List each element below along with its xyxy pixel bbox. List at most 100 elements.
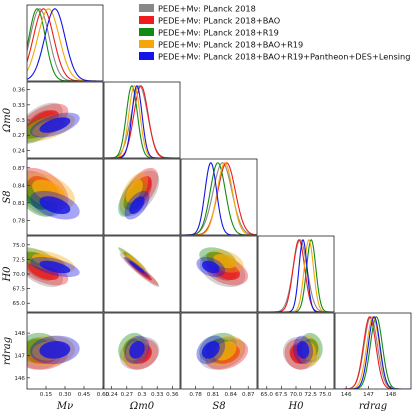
x-axis-label-Om: Ωm0 bbox=[129, 401, 155, 412]
marginal-curve-series-1 bbox=[104, 85, 180, 158]
marginal-panel-Om bbox=[104, 85, 180, 158]
marginal-curve-series-4 bbox=[181, 162, 257, 235]
contour-panel-H0-vs-S8 bbox=[196, 247, 249, 288]
contour-panel-rd-vs-Mnu bbox=[27, 332, 80, 370]
contour-panel-Om-vs-Mnu bbox=[27, 102, 80, 144]
contour-panel-H0-vs-Mnu bbox=[27, 247, 80, 288]
marginal-curve-series-1 bbox=[27, 8, 103, 81]
y-tick-label: 75.0 bbox=[13, 243, 26, 249]
y-tick-label: 0.78 bbox=[13, 218, 26, 224]
marginal-curve-series-4 bbox=[27, 8, 103, 81]
contour-panel-S8-vs-Mnu bbox=[27, 167, 80, 220]
legend-swatch-0 bbox=[139, 4, 154, 12]
x-tick-label: 0.84 bbox=[224, 392, 237, 398]
panel-frame bbox=[180, 312, 258, 390]
legend: PEDE+Mν: PLanck 2018 PEDE+Mν: PLanck 2018… bbox=[139, 4, 410, 62]
legend-label-2: PEDE+Mν: PLanck 2018+R19 bbox=[158, 28, 279, 38]
contour-68-series-4 bbox=[129, 196, 145, 215]
marginal-panel-H0 bbox=[258, 238, 334, 312]
y-tick-label: 0.33 bbox=[13, 103, 26, 109]
panel-frame bbox=[103, 235, 181, 313]
legend-label-3: PEDE+Mν: PLanck 2018+BAO+R19 bbox=[158, 40, 303, 50]
y-axis-label-H0: H0 bbox=[2, 266, 13, 283]
y-tick-label: 70.0 bbox=[13, 272, 26, 278]
contour-panel-rd-vs-H0 bbox=[282, 332, 323, 370]
marginal-curve-series-2 bbox=[27, 8, 103, 81]
marginal-panel-Mnu bbox=[27, 8, 103, 81]
marginal-curve-series-3 bbox=[181, 162, 257, 235]
contour-68-series-4 bbox=[39, 260, 71, 274]
x-tick-label: 72.5 bbox=[304, 392, 317, 398]
legend-label-1: PEDE+Mν: PLanck 2018+BAO bbox=[158, 16, 280, 26]
panel-frame bbox=[180, 235, 258, 313]
contour-68-series-4 bbox=[129, 341, 145, 359]
marginal-curve-series-2 bbox=[335, 316, 411, 389]
panel-frame bbox=[334, 312, 412, 390]
panel-frame bbox=[257, 235, 335, 313]
panel-frame bbox=[103, 81, 181, 159]
contour-68-series-4 bbox=[39, 117, 71, 133]
x-tick-label: 0.87 bbox=[242, 392, 255, 398]
contour-68-series-3 bbox=[125, 254, 143, 269]
x-tick-label: 0.24 bbox=[105, 392, 118, 398]
x-axis-label-H0: H0 bbox=[287, 401, 304, 412]
x-axis-label-Mnu: Mν bbox=[56, 401, 73, 412]
legend-swatch-4 bbox=[139, 52, 154, 60]
contour-panel-rd-vs-S8 bbox=[196, 332, 249, 370]
y-axis-label-rd: rdrag bbox=[2, 337, 13, 365]
contour-panel-H0-vs-Om bbox=[118, 247, 160, 288]
y-axis-label-S8: S8 bbox=[2, 190, 13, 203]
x-tick-label: 0.45 bbox=[78, 392, 91, 398]
y-tick-label: 0.81 bbox=[13, 201, 26, 207]
contour-68-series-3 bbox=[213, 254, 237, 269]
contour-68-series-4 bbox=[201, 341, 220, 359]
x-tick-label: 70.0 bbox=[290, 392, 303, 398]
panel-frame bbox=[103, 158, 181, 236]
marginal-curve-series-2 bbox=[181, 162, 257, 235]
contour-panel-rd-vs-Om bbox=[118, 332, 160, 370]
y-tick-label: 0.3 bbox=[16, 118, 25, 124]
x-tick-label: 0.33 bbox=[151, 392, 164, 398]
legend-swatch-1 bbox=[139, 16, 154, 24]
panel-frame bbox=[180, 158, 258, 236]
marginal-curve-series-1 bbox=[258, 239, 334, 312]
x-tick-label: 0.81 bbox=[207, 392, 220, 398]
x-tick-label: 65.0 bbox=[261, 392, 274, 398]
contour-68-series-4 bbox=[39, 341, 71, 359]
panel-frame bbox=[26, 4, 104, 82]
y-tick-label: 72.5 bbox=[13, 257, 26, 263]
y-tick-label: 0.36 bbox=[13, 88, 26, 94]
marginal-curve-series-4 bbox=[104, 85, 180, 158]
y-tick-label: 0.87 bbox=[13, 166, 26, 172]
x-tick-label: 0.30 bbox=[59, 392, 72, 398]
x-axis-label-S8: S8 bbox=[212, 401, 225, 412]
panel-frame bbox=[26, 158, 104, 236]
contour-68-series-4 bbox=[39, 196, 71, 215]
marginal-curve-series-4 bbox=[258, 238, 334, 312]
y-tick-label: 0.24 bbox=[13, 148, 26, 154]
x-tick-label: 0.3 bbox=[138, 392, 147, 398]
legend-swatch-2 bbox=[139, 28, 154, 36]
y-tick-label: 65.0 bbox=[13, 301, 26, 307]
y-axis-label-Om: Ωm0 bbox=[2, 107, 13, 133]
contour-68-series-4 bbox=[129, 260, 145, 274]
y-tick-label: 0.27 bbox=[13, 133, 26, 139]
y-tick-label: 148 bbox=[14, 331, 25, 337]
contour-68-series-4 bbox=[201, 260, 220, 274]
marginal-curve-series-3 bbox=[104, 85, 180, 158]
x-axis-label-rd: rdrag bbox=[359, 401, 387, 412]
y-tick-label: 146 bbox=[14, 376, 25, 382]
marginal-curve-series-0 bbox=[181, 162, 257, 235]
contour-68-series-3 bbox=[32, 179, 65, 203]
contour-panel-S8-vs-Om bbox=[118, 167, 160, 220]
x-tick-label: 0.60 bbox=[97, 392, 110, 398]
marginal-curve-series-1 bbox=[181, 162, 257, 235]
marginal-curve-series-0 bbox=[27, 8, 103, 81]
marginal-curve-series-2 bbox=[104, 85, 180, 158]
x-tick-label: 75.0 bbox=[319, 392, 332, 398]
legend-label-4: PEDE+Mν: PLanck 2018+BAO+R19+Pantheon+DE… bbox=[158, 52, 410, 62]
contour-68-series-1 bbox=[28, 262, 59, 280]
x-tick-label: 0.78 bbox=[189, 392, 202, 398]
